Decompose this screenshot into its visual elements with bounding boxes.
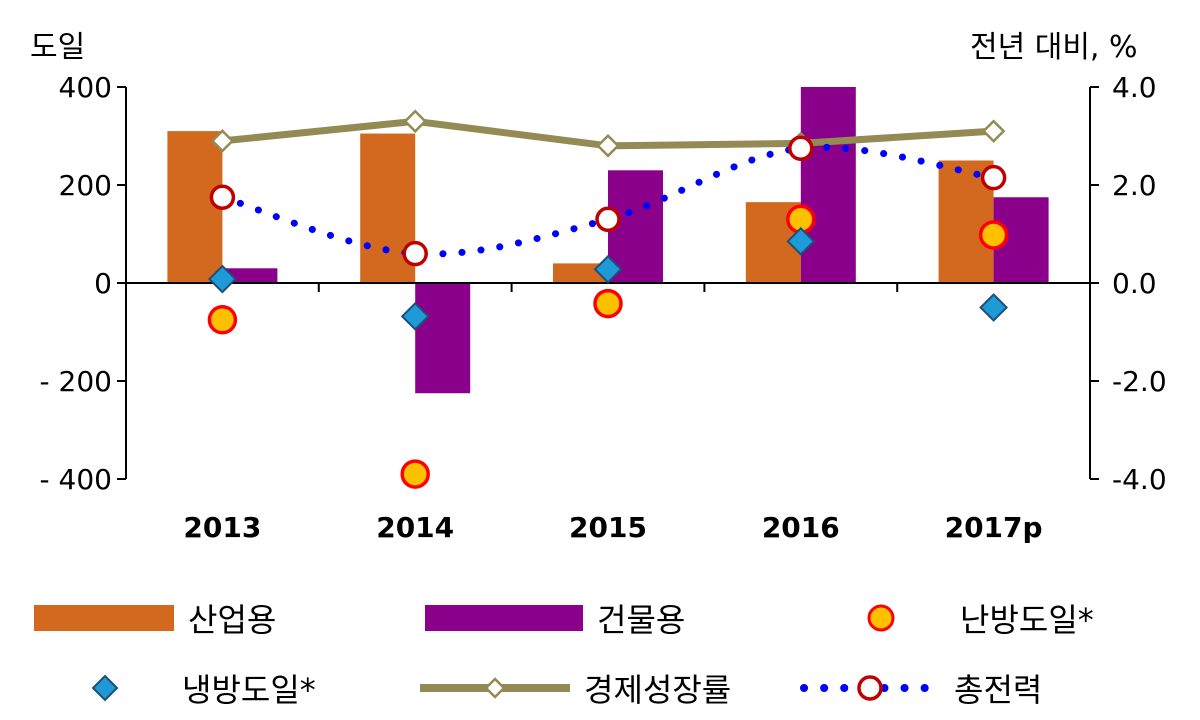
legend-line-growth [420, 677, 570, 699]
legend-marker-heating [867, 604, 895, 632]
legend-swatch-industrial-rect [34, 605, 174, 631]
legend: 산업용 건물용 난방도일* 냉방도일* 경제성장률 총전력 [0, 580, 1200, 720]
growth-point [981, 119, 1006, 143]
left-tick-label: - 200 [40, 365, 112, 398]
heating-point [400, 459, 430, 489]
cooling-point [979, 293, 1009, 322]
right-tick-label: 2.0 [1112, 169, 1157, 202]
legend-item-growth: 경제성장률 [420, 660, 731, 716]
legend-item-power: 총전력 [800, 660, 1042, 716]
left-tick-label: 400 [59, 71, 112, 104]
heating-point [207, 305, 238, 335]
bar-industrial [553, 263, 608, 283]
right-tick-label: 0.0 [1112, 267, 1157, 300]
right-tick-label: -2.0 [1112, 365, 1167, 398]
left-axis-title: 도일 [30, 30, 86, 65]
legend-label-power: 총전력 [954, 671, 1043, 709]
category-label: 2013 [183, 511, 261, 544]
legend-item-cooling: 냉방도일* [90, 660, 316, 716]
legend-marker-cooling [91, 674, 119, 702]
power-point [209, 184, 236, 210]
cooling-point [207, 264, 237, 294]
legend-label-cooling: 냉방도일* [182, 671, 316, 709]
bar-building [415, 283, 471, 394]
right-axis-title: 전년 대비, % [970, 30, 1138, 65]
legend-marker-heating-circle [867, 604, 895, 632]
growth-point [596, 134, 620, 158]
legend-line-growth-marker [484, 677, 506, 699]
cooling-point [786, 226, 816, 256]
legend-swatch-building-rect [425, 605, 583, 631]
category-label: 2016 [762, 511, 840, 544]
legend-line-power-marker [857, 675, 883, 701]
growth-point [210, 129, 235, 153]
legend-line-power [800, 675, 940, 701]
left-tick-label: 0 [94, 267, 112, 300]
legend-swatch-building [425, 605, 583, 631]
heating-point [978, 220, 1009, 250]
heating-point [593, 288, 623, 319]
bar-industrial [167, 131, 223, 283]
legend-item-heating: 난방도일* [866, 590, 1094, 646]
legend-item-building: 건물용 [425, 590, 685, 646]
category-label: 2017p [945, 511, 1043, 544]
legend-label-industrial: 산업용 [188, 601, 277, 639]
category-label: 2015 [569, 511, 647, 544]
legend-item-industrial: 산업용 [34, 590, 276, 646]
legend-marker-cooling-diamond [91, 674, 119, 702]
power-point [788, 135, 814, 161]
power-point [595, 206, 621, 233]
power-point [980, 164, 1007, 191]
legend-swatch-industrial [34, 605, 174, 631]
category-label: 2014 [376, 511, 454, 544]
right-tick-label: 4.0 [1112, 71, 1157, 104]
bar-building [800, 87, 856, 283]
left-tick-label: 200 [59, 169, 112, 202]
legend-label-heating: 난방도일* [960, 601, 1094, 639]
legend-label-growth: 경제성장률 [584, 671, 732, 709]
cooling-point [400, 301, 430, 331]
cooling-point [593, 254, 623, 284]
left-tick-label: - 400 [40, 463, 112, 496]
legend-label-building: 건물용 [597, 601, 686, 639]
power-point [402, 240, 428, 267]
right-tick-label: -4.0 [1112, 463, 1167, 496]
growth-point [403, 109, 427, 134]
